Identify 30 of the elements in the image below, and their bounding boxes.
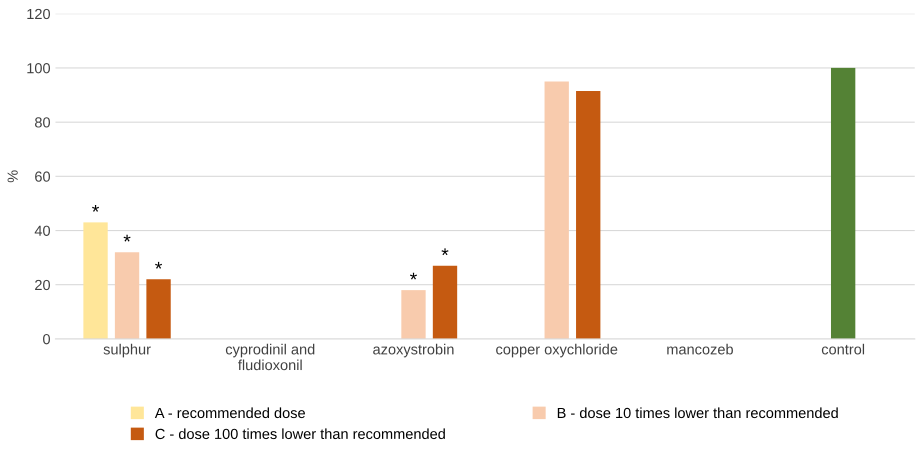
data-label: * (92, 204, 100, 212)
x-tick-label: sulphur (104, 344, 151, 358)
y-tick-label: 40 (34, 226, 50, 236)
x-tick-label: control (822, 344, 864, 354)
data-label: * (410, 272, 417, 280)
bar (544, 81, 569, 339)
x-tick-label: cyprodinil and fludioxonil (226, 344, 314, 370)
y-tick-label: 60 (35, 171, 50, 182)
bar (146, 279, 171, 339)
legend-label: B - dose 10 times lower than recommended (558, 407, 838, 418)
legend-label: C - dose 100 times lower than recommended (156, 428, 445, 440)
y-tick-label: 0 (43, 334, 50, 344)
x-tick-label: azoxystrobin (373, 344, 454, 358)
y-tick-label: 120 (27, 8, 50, 20)
y-tick-label: 80 (34, 117, 50, 128)
data-label: * (155, 262, 162, 269)
data-label: * (442, 248, 448, 256)
y-axis-title: % (8, 170, 18, 182)
bar (114, 252, 140, 339)
x-tick-label: mancozeb (667, 344, 733, 354)
y-tick-label: 20 (35, 280, 50, 290)
bar (432, 266, 458, 339)
x-tick-label: copper oxychloride (496, 344, 618, 358)
y-tick-label: 100 (27, 63, 50, 74)
bar (576, 90, 600, 339)
legend-label: A - recommended dose (154, 407, 305, 418)
data-label: * (124, 234, 131, 242)
bar (83, 222, 108, 339)
bar (830, 68, 856, 339)
bar (401, 290, 426, 339)
